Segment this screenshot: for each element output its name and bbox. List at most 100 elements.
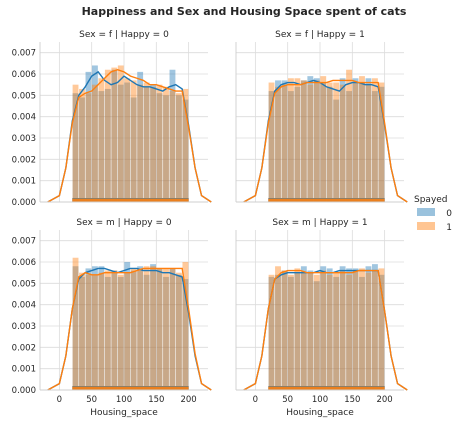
kde-line-0 (47, 70, 212, 203)
histogram-bar (300, 266, 307, 390)
histogram-bar (117, 65, 124, 202)
kde-line-1 (47, 267, 212, 391)
histogram-bar (378, 268, 385, 390)
y-tick-label: 0.001 (12, 177, 36, 187)
histogram-bar (163, 268, 169, 390)
x-axis-label: Housing_space (286, 408, 354, 418)
histogram-bar (294, 78, 301, 202)
histogram-bar (137, 84, 144, 202)
y-tick-label: 0.003 (12, 134, 36, 144)
histogram-bar (326, 268, 333, 390)
panel-title-1: Sex = f | Happy = 1 (275, 30, 365, 40)
legend-label-0: 0 (446, 209, 452, 219)
histogram-bar (182, 279, 189, 390)
histogram-bar (182, 99, 189, 202)
histogram-bar (156, 268, 163, 390)
panel-title-2: Sex = m | Happy = 0 (76, 218, 171, 228)
histogram-bar (307, 270, 314, 390)
histogram-bar (143, 266, 150, 390)
histogram-bar (72, 257, 79, 390)
histogram-bar (124, 78, 131, 202)
histogram-bar (137, 270, 144, 390)
histogram-bar (268, 91, 275, 202)
panel-title-3: Sex = m | Happy = 1 (272, 218, 367, 228)
histogram-bar (359, 268, 365, 390)
y-tick-label: 0.006 (12, 258, 36, 268)
histogram-bar (91, 266, 98, 390)
x-tick-label: 0 (253, 395, 258, 405)
histogram-bar (281, 80, 288, 202)
rug-marks-1 (72, 198, 189, 202)
histogram-bar (124, 82, 131, 202)
histogram-bar (124, 262, 131, 390)
y-tick-label: 0.005 (12, 91, 36, 101)
histogram-bar (104, 69, 111, 202)
histogram-bar (281, 84, 288, 202)
histogram-bar (294, 268, 301, 390)
histogram-bar (98, 91, 105, 202)
histogram-bar (346, 91, 353, 202)
histogram-bar (169, 91, 176, 202)
histogram-bar (85, 274, 92, 390)
histogram-bar (137, 71, 144, 202)
histogram-bar (111, 270, 118, 390)
y-tick-label: 0.001 (12, 365, 36, 375)
histogram-bar (320, 76, 327, 202)
histogram-bar (320, 266, 327, 390)
histogram-bar (91, 84, 98, 202)
histogram-bar (287, 274, 294, 390)
kde-line-1 (47, 68, 212, 203)
histogram-bar (365, 266, 372, 390)
legend: Spayed 0 1 (414, 195, 452, 233)
histogram-bar (352, 270, 359, 390)
histogram-bar (275, 266, 281, 390)
histogram-bar (346, 69, 353, 202)
y-tick-label: 0.002 (12, 155, 36, 165)
histogram-bar (163, 95, 169, 202)
histogram-bar (352, 82, 359, 202)
histogram-bar (117, 84, 124, 202)
histogram-bar (175, 274, 182, 390)
y-tick-label: 0.006 (12, 70, 36, 80)
histogram-bar (307, 272, 314, 390)
chart-title: Happiness and Sex and Housing Space spen… (82, 5, 407, 18)
histogram-bar (352, 268, 359, 390)
x-tick-label: 150 (148, 395, 164, 405)
histogram-bar (72, 93, 79, 202)
legend-swatch-0 (417, 208, 435, 216)
histogram-bar (365, 78, 372, 202)
histogram-bar (156, 268, 163, 390)
histogram-bar (130, 97, 137, 202)
histogram-bar (371, 270, 378, 390)
histogram-bar (163, 86, 169, 202)
histogram-bar (371, 264, 378, 390)
y-tick-label: 0.004 (12, 113, 36, 123)
kde-line-1 (243, 269, 408, 391)
histogram-bar (365, 84, 372, 202)
histogram-bar (300, 272, 307, 390)
histogram-bar (85, 268, 92, 390)
histogram-bar (346, 268, 353, 390)
y-tick-label: 0.007 (12, 49, 36, 59)
histogram-bar (85, 71, 92, 202)
histogram-bar (79, 272, 85, 390)
histogram-bar (150, 84, 157, 202)
histogram-bar (333, 276, 340, 390)
facet-panel-0: Sex = f | Happy = 0 0.000 0.001 0.002 0.003 0… (12, 30, 212, 208)
histogram-bar (117, 276, 124, 390)
histogram-bar (287, 91, 294, 202)
histogram-bar (300, 80, 307, 202)
facet-panel-3: Sex = m | Happy = 1 0 50 100 150 200 Housing_s… (235, 218, 408, 418)
histogram-bar (130, 270, 137, 390)
histogram-bar (163, 276, 169, 390)
facet-panel-1: Sex = f | Happy = 1 (235, 30, 408, 203)
histogram-bar (281, 270, 288, 390)
x-tick-label: 200 (376, 395, 392, 405)
histogram-bar (182, 88, 189, 202)
histogram-bar (339, 84, 346, 202)
y-tick-label: 0.003 (12, 322, 36, 332)
x-tick-label: 200 (180, 395, 196, 405)
histogram-bar (346, 274, 353, 390)
rug-marks-1 (268, 198, 385, 202)
